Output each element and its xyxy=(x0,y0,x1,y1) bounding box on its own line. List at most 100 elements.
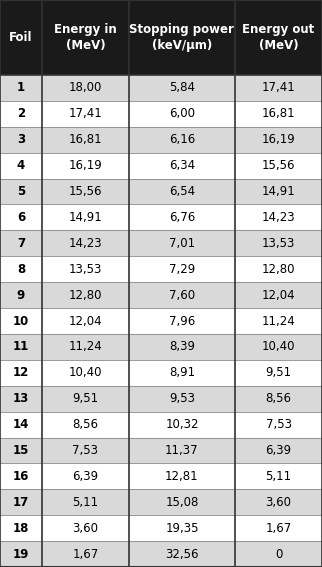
Bar xyxy=(42,412,129,438)
Text: 7,53: 7,53 xyxy=(266,418,291,431)
Text: 1,67: 1,67 xyxy=(265,522,292,535)
Bar xyxy=(42,541,129,567)
Text: 13,53: 13,53 xyxy=(69,263,102,276)
Bar xyxy=(235,127,322,153)
Text: 14,91: 14,91 xyxy=(262,185,295,198)
Text: 12: 12 xyxy=(13,366,29,379)
Bar xyxy=(42,101,129,127)
Bar xyxy=(129,75,235,101)
Bar xyxy=(0,360,42,386)
Text: 3: 3 xyxy=(17,133,25,146)
Text: 7,53: 7,53 xyxy=(72,444,98,457)
Bar xyxy=(0,127,42,153)
Bar xyxy=(129,127,235,153)
Text: 6,16: 6,16 xyxy=(169,133,195,146)
Bar xyxy=(235,489,322,515)
Text: 12,81: 12,81 xyxy=(165,470,199,483)
Bar xyxy=(129,360,235,386)
Bar xyxy=(42,515,129,541)
Text: 7,96: 7,96 xyxy=(169,315,195,328)
Text: 8: 8 xyxy=(17,263,25,276)
Bar xyxy=(129,308,235,334)
Text: 15,08: 15,08 xyxy=(165,496,199,509)
Bar xyxy=(0,463,42,489)
Text: 16,81: 16,81 xyxy=(69,133,102,146)
Bar xyxy=(235,334,322,360)
Bar xyxy=(0,282,42,308)
Text: 14,23: 14,23 xyxy=(69,237,102,250)
Text: 18,00: 18,00 xyxy=(69,82,102,95)
Bar xyxy=(235,515,322,541)
Text: 7: 7 xyxy=(17,237,25,250)
Bar xyxy=(42,489,129,515)
Bar xyxy=(235,463,322,489)
Bar xyxy=(0,386,42,412)
Bar xyxy=(129,230,235,256)
Bar xyxy=(235,256,322,282)
Bar xyxy=(0,179,42,205)
Text: 9,51: 9,51 xyxy=(265,366,292,379)
Text: 6,76: 6,76 xyxy=(169,211,195,224)
Text: 13,53: 13,53 xyxy=(262,237,295,250)
Text: 14,91: 14,91 xyxy=(69,211,102,224)
Bar xyxy=(235,438,322,463)
Text: 5,11: 5,11 xyxy=(72,496,99,509)
Text: 14: 14 xyxy=(13,418,29,431)
Bar xyxy=(129,101,235,127)
Bar xyxy=(129,489,235,515)
Text: 11,37: 11,37 xyxy=(165,444,199,457)
Text: Energy out
(MeV): Energy out (MeV) xyxy=(242,23,315,52)
Text: 14,23: 14,23 xyxy=(262,211,295,224)
Text: 6: 6 xyxy=(17,211,25,224)
Bar xyxy=(129,179,235,205)
Bar xyxy=(42,463,129,489)
Text: 10,40: 10,40 xyxy=(69,366,102,379)
Text: 3,60: 3,60 xyxy=(72,522,98,535)
Text: 1: 1 xyxy=(17,82,25,95)
Text: 7,60: 7,60 xyxy=(169,289,195,302)
Bar xyxy=(42,0,129,75)
Text: Energy in
(MeV): Energy in (MeV) xyxy=(54,23,117,52)
Bar xyxy=(42,179,129,205)
Bar xyxy=(129,515,235,541)
Bar xyxy=(42,230,129,256)
Text: 10,40: 10,40 xyxy=(262,340,295,353)
Text: 19,35: 19,35 xyxy=(165,522,199,535)
Text: 32,56: 32,56 xyxy=(165,548,199,561)
Bar xyxy=(129,153,235,179)
Text: 12,80: 12,80 xyxy=(69,289,102,302)
Text: 15,56: 15,56 xyxy=(69,185,102,198)
Text: 11: 11 xyxy=(13,340,29,353)
Bar xyxy=(235,205,322,230)
Bar xyxy=(42,153,129,179)
Text: 9,51: 9,51 xyxy=(72,392,99,405)
Bar xyxy=(235,386,322,412)
Bar xyxy=(235,153,322,179)
Bar xyxy=(42,75,129,101)
Text: 16,19: 16,19 xyxy=(69,159,102,172)
Bar xyxy=(0,334,42,360)
Text: 17: 17 xyxy=(13,496,29,509)
Bar xyxy=(0,412,42,438)
Bar xyxy=(235,0,322,75)
Bar xyxy=(129,412,235,438)
Text: 10,32: 10,32 xyxy=(165,418,199,431)
Bar xyxy=(0,230,42,256)
Text: 5,84: 5,84 xyxy=(169,82,195,95)
Bar xyxy=(42,308,129,334)
Text: 6,39: 6,39 xyxy=(265,444,292,457)
Bar xyxy=(0,308,42,334)
Bar xyxy=(0,515,42,541)
Text: 12,80: 12,80 xyxy=(262,263,295,276)
Text: 15,56: 15,56 xyxy=(262,159,295,172)
Text: 12,04: 12,04 xyxy=(69,315,102,328)
Bar xyxy=(0,205,42,230)
Bar xyxy=(129,282,235,308)
Text: 5,11: 5,11 xyxy=(265,470,292,483)
Text: 2: 2 xyxy=(17,107,25,120)
Bar xyxy=(129,438,235,463)
Text: 6,34: 6,34 xyxy=(169,159,195,172)
Text: 11,24: 11,24 xyxy=(69,340,102,353)
Bar xyxy=(0,256,42,282)
Text: 6,00: 6,00 xyxy=(169,107,195,120)
